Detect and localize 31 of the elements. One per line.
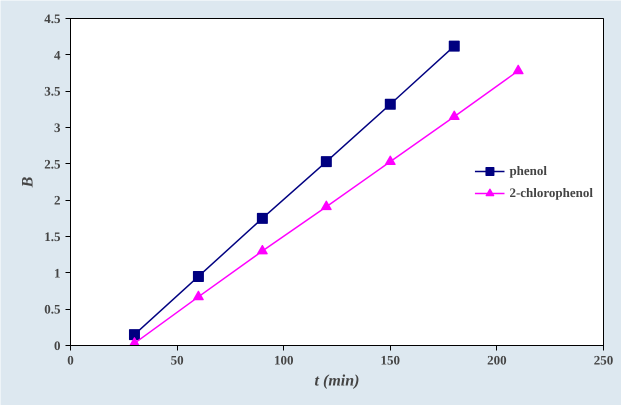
point: [256, 244, 268, 254]
y-tick-label: 1: [54, 265, 60, 280]
point: [256, 212, 268, 224]
y-tick-label: 2: [54, 192, 60, 208]
x-tick-label: 50: [170, 352, 184, 368]
y-tick-label: 3: [54, 120, 61, 135]
point: [320, 200, 332, 210]
point: [320, 156, 332, 168]
legend-label: 2-chlorophenol: [509, 184, 593, 200]
y-tick-label: 0: [54, 338, 60, 353]
y-tick-label: 4: [54, 47, 61, 62]
legend-label: phenol: [509, 162, 548, 178]
x-tick-label: 250: [594, 352, 614, 368]
point: [448, 40, 460, 52]
y-tick-label: 2.5: [44, 156, 61, 172]
x-axis-title: t (min): [314, 372, 360, 390]
y-tick-label: 4.5: [44, 11, 61, 26]
x-tick-label: 150: [380, 352, 400, 368]
y-tick-label: 3.5: [44, 84, 61, 99]
point: [384, 155, 396, 166]
x-tick-label: 200: [487, 352, 507, 368]
point: [512, 64, 524, 74]
x-tick-label: 100: [274, 352, 294, 368]
point: [384, 98, 396, 110]
point: [448, 110, 460, 120]
y-tick-label: 1.5: [44, 229, 61, 244]
x-tick-label: 0: [67, 352, 74, 368]
point: [192, 270, 204, 282]
y-tick-label: 0.5: [44, 302, 61, 317]
y-axis-title: B: [19, 176, 36, 188]
point: [192, 290, 204, 300]
